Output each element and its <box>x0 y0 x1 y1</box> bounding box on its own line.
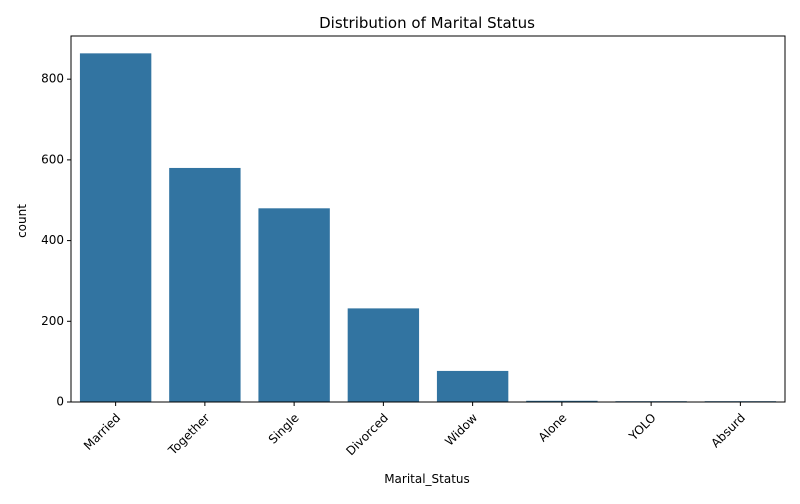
x-tick-label: Married <box>81 411 123 453</box>
x-axis: Married Together Single Divorced Widow Alone Y… <box>81 402 748 458</box>
y-tick-label: 200 <box>41 314 64 328</box>
bars-layer <box>79 53 777 402</box>
chart-title: Distribution of Marital Status <box>319 14 535 32</box>
y-axis-label: count <box>15 204 29 238</box>
x-tick-label: Absurd <box>708 411 748 451</box>
bar-together <box>169 167 241 402</box>
y-axis: 0 200 400 600 800 <box>41 72 71 409</box>
plot-frame <box>70 35 786 403</box>
bar-widow <box>436 370 509 402</box>
x-tick-label: Together <box>165 411 213 459</box>
y-tick-label: 400 <box>41 233 64 247</box>
x-tick-label: YOLO <box>626 411 659 444</box>
x-tick-label: Widow <box>442 411 480 449</box>
bar-married <box>79 53 152 402</box>
y-tick-label: 0 <box>56 395 64 409</box>
bar-single <box>258 208 330 402</box>
x-tick-label: Divorced <box>343 411 391 459</box>
x-axis-label: Marital_Status <box>384 472 470 486</box>
x-tick-label: Single <box>266 411 302 447</box>
y-tick-label: 800 <box>41 72 64 86</box>
bar-divorced <box>347 308 420 402</box>
bar-alone <box>526 400 598 402</box>
y-tick-label: 600 <box>41 152 64 166</box>
x-tick-label: Alone <box>536 411 570 445</box>
